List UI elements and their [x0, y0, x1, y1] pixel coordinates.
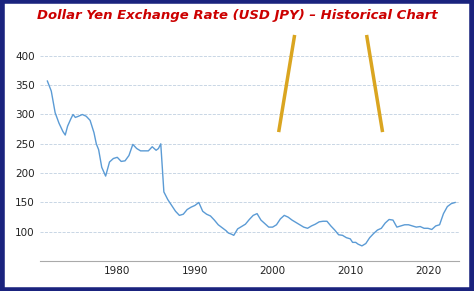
Text: Dollar Yen Exchange Rate (USD JPY) – Historical Chart: Dollar Yen Exchange Rate (USD JPY) – His… — [36, 9, 438, 22]
